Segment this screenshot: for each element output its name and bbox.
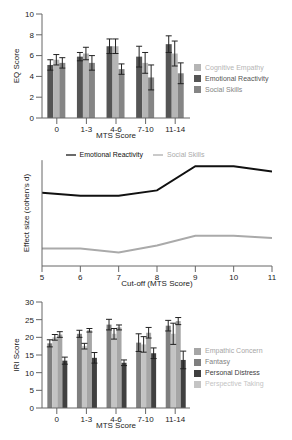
- svg-text:EQ Score: EQ Score: [12, 48, 21, 83]
- html-text:Fantasy: Fantasy: [205, 358, 230, 365]
- svg-text:10: 10: [25, 10, 34, 19]
- html-text:Personal Distress: Personal Distress: [205, 369, 260, 376]
- svg-text:4-6: 4-6: [110, 414, 122, 424]
- svg-text:15: 15: [25, 351, 34, 360]
- svg-text:2: 2: [30, 93, 35, 102]
- svg-text:10: 10: [229, 273, 238, 282]
- svg-text:9: 9: [193, 273, 198, 282]
- html-text:Social Skills: Social Skills: [205, 85, 243, 93]
- svg-text:20: 20: [25, 333, 34, 342]
- svg-text:0: 0: [55, 125, 60, 134]
- svg-text:11-14: 11-14: [165, 125, 185, 134]
- svg-text:7-10: 7-10: [138, 125, 155, 134]
- svg-text:30: 30: [25, 298, 34, 307]
- html-text:Emotional Reactivity: Emotional Reactivity: [79, 151, 143, 158]
- html-text:Social Skills: Social Skills: [167, 151, 205, 158]
- svg-text:MTS Score: MTS Score: [96, 421, 137, 430]
- html-text:Emotional Reactivity: Emotional Reactivity: [205, 74, 269, 82]
- svg-text:5: 5: [40, 273, 45, 282]
- svg-text:6: 6: [30, 51, 35, 60]
- html-text:Cognitive Empathy: Cognitive Empathy: [205, 63, 264, 71]
- html-text:Perspective Taking: Perspective Taking: [205, 380, 264, 387]
- svg-text:11: 11: [268, 273, 277, 282]
- svg-text:7-10: 7-10: [138, 415, 155, 424]
- svg-text:25: 25: [25, 316, 34, 325]
- svg-text:Cut-off (MTS Score): Cut-off (MTS Score): [121, 279, 193, 288]
- svg-text:10: 10: [25, 369, 34, 378]
- svg-text:0: 0: [30, 404, 35, 413]
- svg-text:8: 8: [154, 272, 160, 282]
- svg-text:4: 4: [30, 72, 35, 81]
- svg-text:1-3: 1-3: [81, 415, 93, 424]
- svg-text:IRI Score: IRI Score: [12, 338, 21, 372]
- svg-text:6: 6: [78, 273, 83, 282]
- svg-text:7: 7: [116, 272, 121, 282]
- html-text:Empathic Concern: Empathic Concern: [205, 347, 263, 354]
- svg-text:Effect size (cohen's d): Effect size (cohen's d): [22, 174, 31, 253]
- svg-text:MTS Score: MTS Score: [96, 131, 137, 140]
- svg-text:4-6: 4-6: [110, 124, 122, 134]
- svg-text:5: 5: [30, 386, 35, 395]
- svg-text:0: 0: [55, 415, 60, 424]
- svg-text:8: 8: [30, 31, 35, 40]
- svg-text:11-14: 11-14: [165, 415, 185, 424]
- svg-text:1-3: 1-3: [81, 125, 93, 134]
- svg-text:0: 0: [30, 114, 35, 123]
